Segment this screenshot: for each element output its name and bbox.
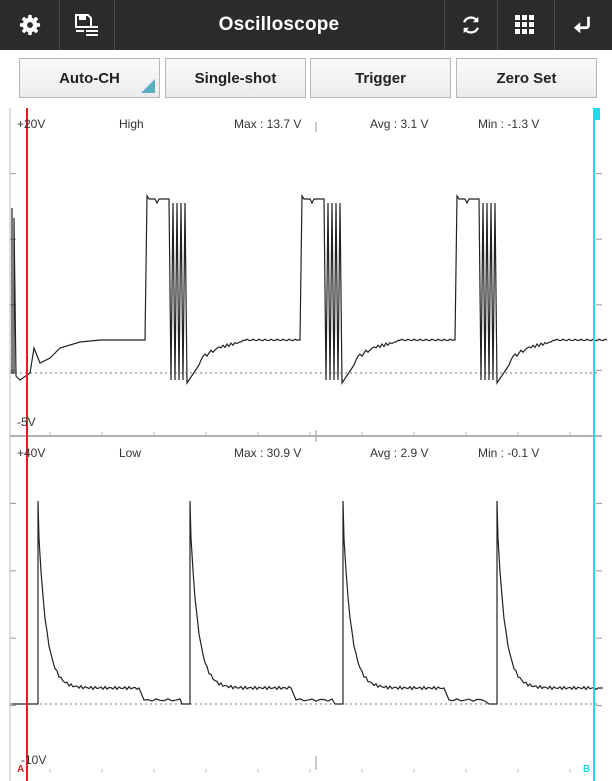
high-max-value: Max : 13.7 V — [234, 117, 302, 131]
high-top-scale: +20V — [17, 117, 46, 131]
grid-icon — [515, 15, 534, 34]
back-button[interactable] — [554, 0, 612, 50]
low-top-scale: +40V — [17, 446, 46, 460]
refresh-icon — [463, 16, 479, 34]
gear-icon — [19, 14, 40, 36]
high-bottom-scale: -5V — [17, 415, 36, 429]
auto-ch-label: Auto-CH — [59, 69, 120, 87]
low-channel-trace — [12, 500, 603, 705]
toolbar: Oscilloscope — [0, 0, 612, 50]
refresh-button[interactable] — [444, 0, 498, 50]
high-channel-trace — [11, 194, 608, 385]
action-button-row: Auto-CH Single-shot Trigger Zero Set — [0, 50, 612, 106]
trigger-button[interactable]: Trigger — [310, 58, 451, 98]
low-avg-value: Avg : 2.9 V — [370, 446, 429, 460]
low-channel-name: Low — [119, 446, 142, 460]
single-shot-label: Single-shot — [194, 69, 277, 87]
low-bottom-scale: -10V — [21, 753, 47, 767]
zero-set-label: Zero Set — [496, 69, 557, 87]
low-max-value: Max : 30.9 V — [234, 446, 302, 460]
auto-ch-button[interactable]: Auto-CH — [19, 58, 160, 98]
high-avg-value: Avg : 3.1 V — [370, 117, 429, 131]
high-channel-ticks — [10, 173, 602, 436]
settings-button[interactable] — [0, 0, 60, 50]
high-min-value: Min : -1.3 V — [478, 117, 540, 131]
trigger-label: Trigger — [355, 69, 406, 87]
save-list-icon — [74, 14, 98, 36]
save-list-button[interactable] — [59, 0, 115, 50]
cursor-b-handle — [594, 108, 600, 120]
high-channel-name: High — [119, 117, 144, 131]
back-icon — [573, 16, 590, 34]
single-shot-button[interactable]: Single-shot — [165, 58, 306, 98]
oscilloscope-display[interactable]: +20V High Max : 13.7 V Avg : 3.1 V Min :… — [0, 108, 612, 781]
cursor-a-label: A — [17, 764, 25, 775]
zero-set-button[interactable]: Zero Set — [456, 58, 597, 98]
grid-button[interactable] — [496, 0, 555, 50]
dropdown-corner-icon — [141, 79, 155, 93]
low-channel-ticks — [10, 502, 602, 773]
page-title: Oscilloscope — [218, 14, 340, 35]
cursor-b-label: B — [583, 764, 591, 775]
low-min-value: Min : -0.1 V — [478, 446, 540, 460]
